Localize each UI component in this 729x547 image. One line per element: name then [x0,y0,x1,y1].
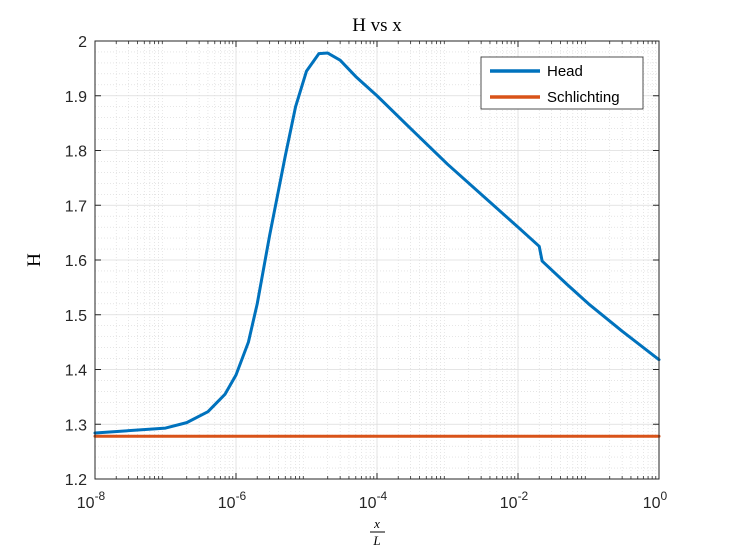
series-line-head [93,51,661,435]
y-tick-label: 1.6 [65,253,87,270]
x-axis-label: x L [370,516,385,547]
y-tick-label: 1.9 [65,89,87,106]
legend-label-head: Head [547,63,583,80]
y-tick-label: 1.2 [65,472,87,489]
x-tick-label: 10-6 [218,489,247,512]
y-tick-label: 1.4 [65,363,87,380]
tick-marks [94,40,660,480]
legend-box [480,56,644,110]
y-tick-label: 2 [78,34,87,51]
x-tick-label: 10-4 [359,489,388,512]
y-axis-label: H [24,253,45,267]
y-tick-label: 1.7 [65,198,87,215]
legend-label-schlichting: Schlichting [547,89,620,106]
x-tick-label: 100 [643,489,668,512]
x-axis-label-numerator: x [373,516,380,531]
legend: Head Schlichting [480,56,644,110]
x-tick-label: 10-2 [500,489,529,512]
x-axis-label-denominator: L [372,533,380,547]
y-tick-label: 1.5 [65,308,87,325]
y-tick-label: 1.3 [65,417,87,434]
chart-title: H vs x [352,15,402,36]
x-tick-labels: 10-8 10-6 10-4 10-2 100 [77,489,668,512]
series-layer [93,51,661,438]
y-tick-labels: 1.2 1.3 1.4 1.5 1.6 1.7 1.8 1.9 2 [65,34,87,489]
x-tick-label: 10-8 [77,489,106,512]
y-tick-label: 1.8 [65,144,87,161]
